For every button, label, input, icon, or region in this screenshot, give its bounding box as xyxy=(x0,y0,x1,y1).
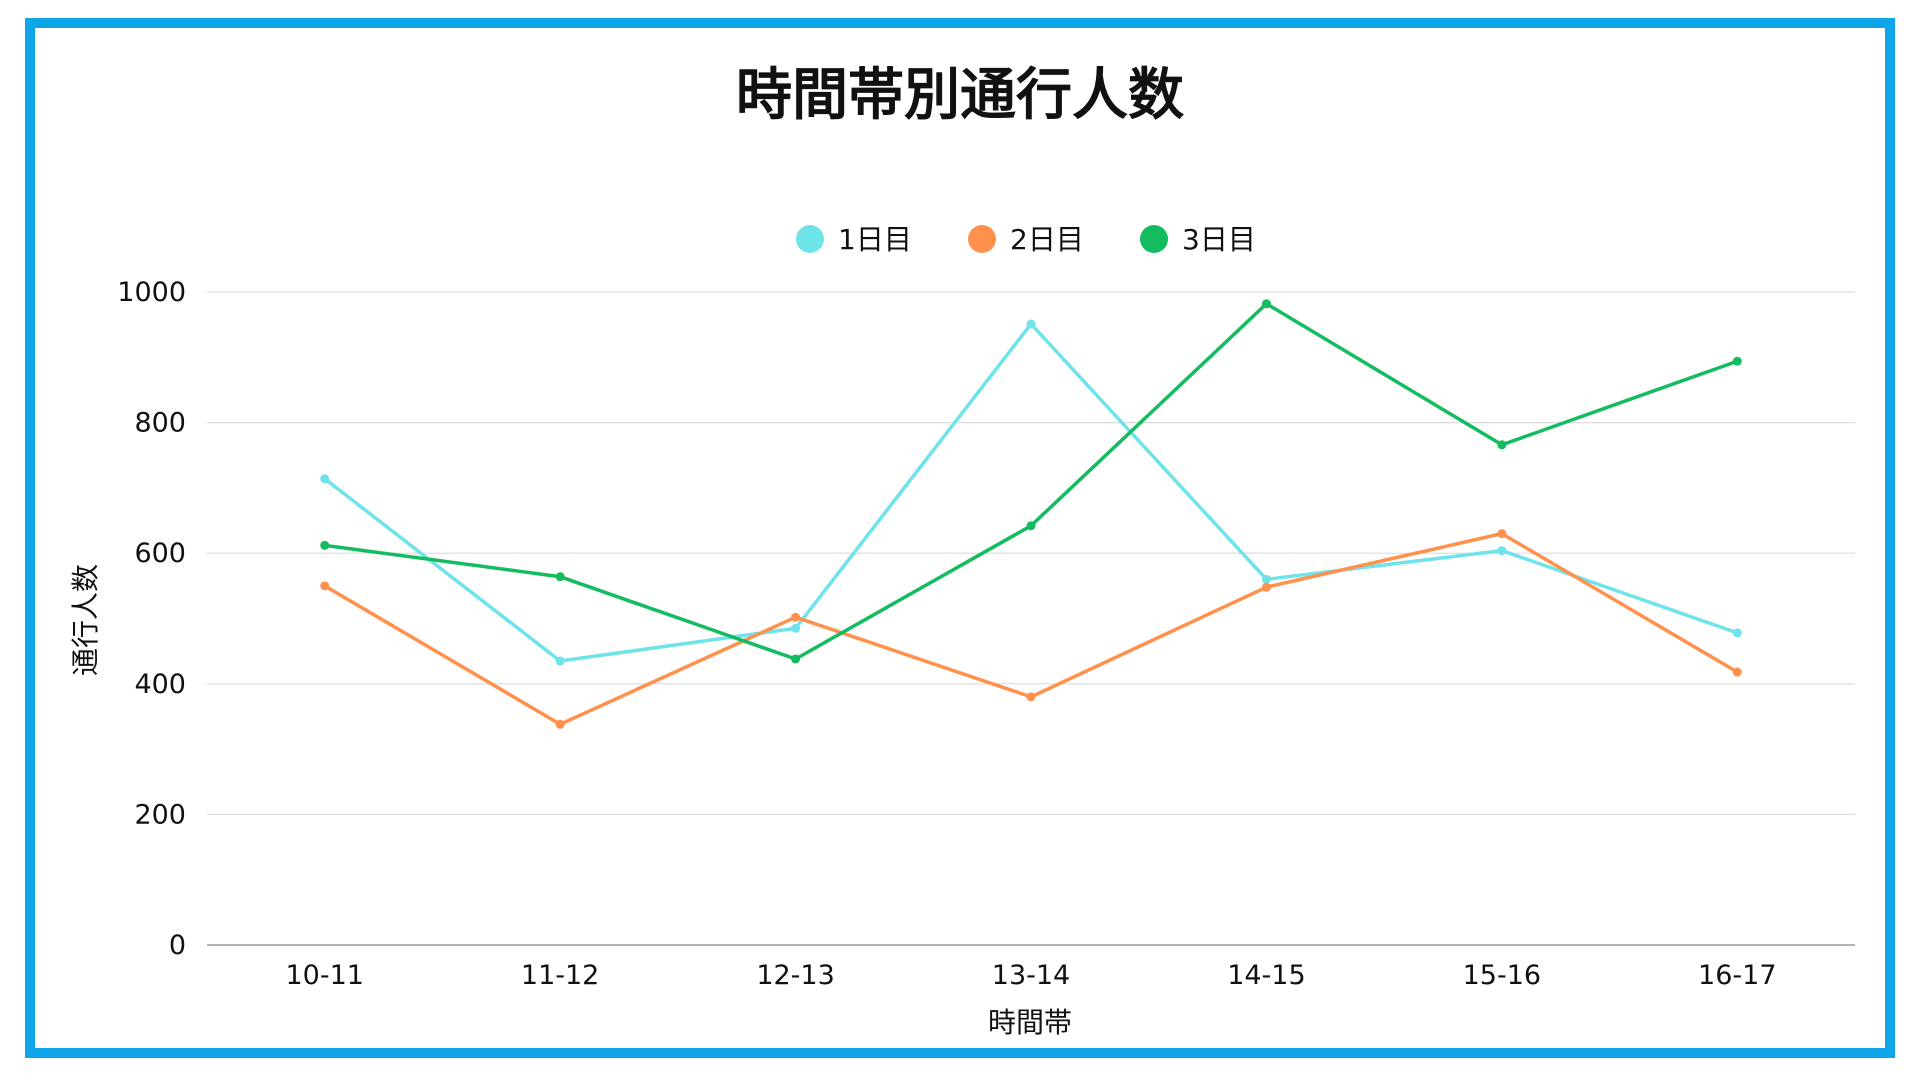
legend-label: 2日目 xyxy=(1010,223,1084,256)
data-point xyxy=(555,719,565,729)
y-axis-title: 通行人数 xyxy=(69,564,102,676)
series-2 xyxy=(320,529,1742,729)
series-line xyxy=(322,322,1740,663)
series-line xyxy=(322,302,1740,661)
x-axis-title: 時間帯 xyxy=(988,1006,1072,1039)
data-point xyxy=(791,623,801,633)
x-tick-label: 12-13 xyxy=(756,960,834,991)
data-point xyxy=(320,474,330,484)
data-point xyxy=(791,654,801,664)
legend-item: 1日目 xyxy=(796,223,912,256)
series-1 xyxy=(320,319,1742,666)
x-axis-ticks: 10-11 11-12 12-13 13-14 14-15 15-16 16-17 xyxy=(285,960,1776,991)
data-point xyxy=(555,656,565,666)
data-point xyxy=(1732,628,1742,638)
data-point xyxy=(1497,546,1507,556)
legend-item: 3日目 xyxy=(1140,223,1256,256)
y-tick-label: 0 xyxy=(169,930,186,961)
series-lines xyxy=(320,299,1742,729)
data-point xyxy=(555,572,565,582)
y-tick-label: 600 xyxy=(134,538,186,569)
legend-item: 2日目 xyxy=(968,223,1084,256)
data-point xyxy=(1732,356,1742,366)
legend: 1日目 2日目 3日目 xyxy=(796,223,1256,256)
chart-title: 時間帯別通行人数 xyxy=(736,63,1184,128)
data-point xyxy=(1261,299,1271,309)
y-tick-label: 200 xyxy=(134,799,186,830)
x-tick-label: 15-16 xyxy=(1463,960,1541,991)
data-point xyxy=(1261,582,1271,592)
legend-marker xyxy=(1140,225,1168,253)
gridlines xyxy=(207,291,1855,946)
legend-label: 3日目 xyxy=(1182,223,1256,256)
data-point xyxy=(1732,667,1742,677)
data-point xyxy=(320,581,330,591)
x-tick-label: 14-15 xyxy=(1227,960,1305,991)
data-point xyxy=(1497,529,1507,539)
data-point xyxy=(1261,574,1271,584)
data-point xyxy=(1026,521,1036,531)
legend-marker xyxy=(796,225,824,253)
x-tick-label: 13-14 xyxy=(992,960,1070,991)
x-tick-label: 16-17 xyxy=(1698,960,1776,991)
y-tick-label: 400 xyxy=(134,669,186,700)
x-tick-label: 11-12 xyxy=(521,960,599,991)
data-point xyxy=(791,612,801,622)
data-point xyxy=(1497,440,1507,450)
data-point xyxy=(1026,692,1036,702)
legend-label: 1日目 xyxy=(838,223,912,256)
data-point xyxy=(320,540,330,550)
series-3 xyxy=(320,299,1742,664)
data-point xyxy=(1026,319,1036,329)
y-tick-label: 800 xyxy=(134,408,186,439)
y-axis-ticks: 0 200 400 600 800 1000 xyxy=(117,277,186,961)
chart-frame xyxy=(25,18,1895,1058)
y-tick-label: 1000 xyxy=(117,277,186,308)
legend-marker xyxy=(968,225,996,253)
x-tick-label: 10-11 xyxy=(285,960,363,991)
